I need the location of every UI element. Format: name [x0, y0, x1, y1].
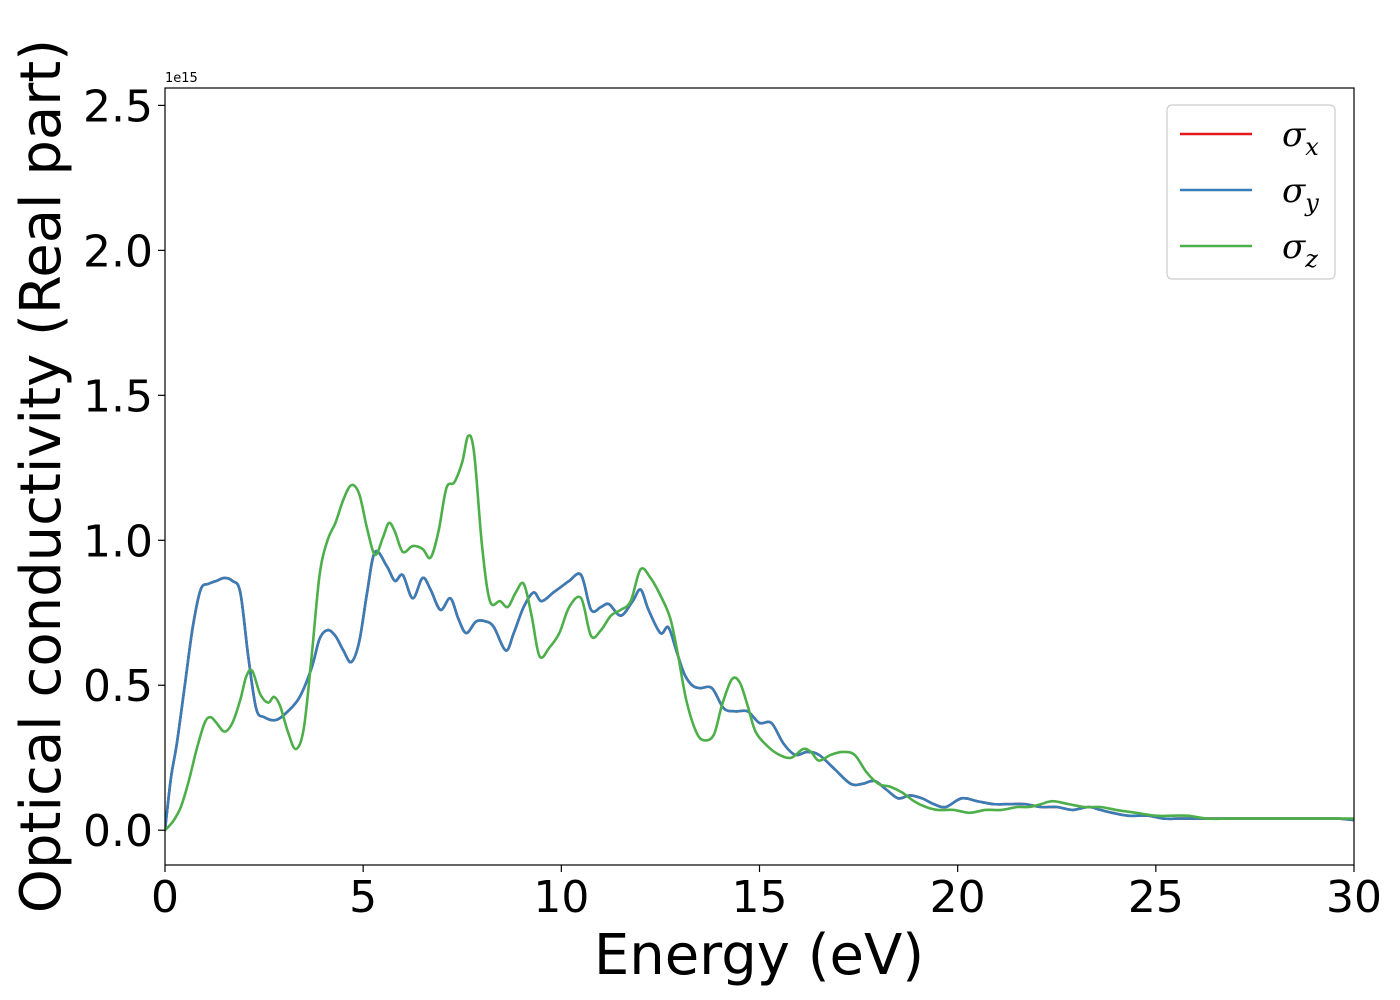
legend-entry-x: σx — [1180, 115, 1319, 161]
x-tick-label: 30 — [1326, 872, 1382, 923]
legend: σx σy σz — [1166, 104, 1336, 280]
y-tick-label: 0.0 — [83, 806, 153, 857]
x-tick-label: 20 — [930, 872, 986, 923]
legend-label: σz — [1282, 227, 1318, 273]
x-axis-label: Energy (eV) — [594, 923, 924, 988]
y-tick-label: 2.0 — [83, 226, 153, 277]
y-axis-label: Optical conductivity (Real part) — [9, 39, 74, 913]
y-axis-ticks: 0.0 0.5 1.0 1.5 2.0 2.5 — [83, 81, 165, 857]
x-tick-label: 25 — [1128, 872, 1184, 923]
series-line-z — [165, 434, 1354, 832]
y-tick-label: 1.0 — [83, 516, 153, 567]
x-tick-label: 10 — [533, 872, 589, 923]
y-tick-label: 0.5 — [83, 661, 153, 712]
legend-label: σx — [1282, 115, 1319, 161]
legend-box — [1166, 104, 1336, 280]
x-tick-label: 0 — [151, 872, 179, 923]
x-tick-label: 15 — [732, 872, 788, 923]
series-line-y — [165, 549, 1354, 832]
series-line-x — [165, 549, 1354, 832]
y-tick-label: 2.5 — [83, 81, 153, 132]
y-axis-offset-label: 1e15 — [165, 71, 198, 86]
x-axis-ticks: 0 5 10 15 20 25 30 — [151, 865, 1382, 923]
x-tick-label: 5 — [349, 872, 377, 923]
legend-entry-z: σz — [1180, 227, 1318, 273]
y-tick-label: 1.5 — [83, 371, 153, 422]
legend-entry-y: σy — [1180, 171, 1319, 217]
legend-label: σy — [1282, 171, 1319, 217]
series-layer — [165, 434, 1354, 832]
